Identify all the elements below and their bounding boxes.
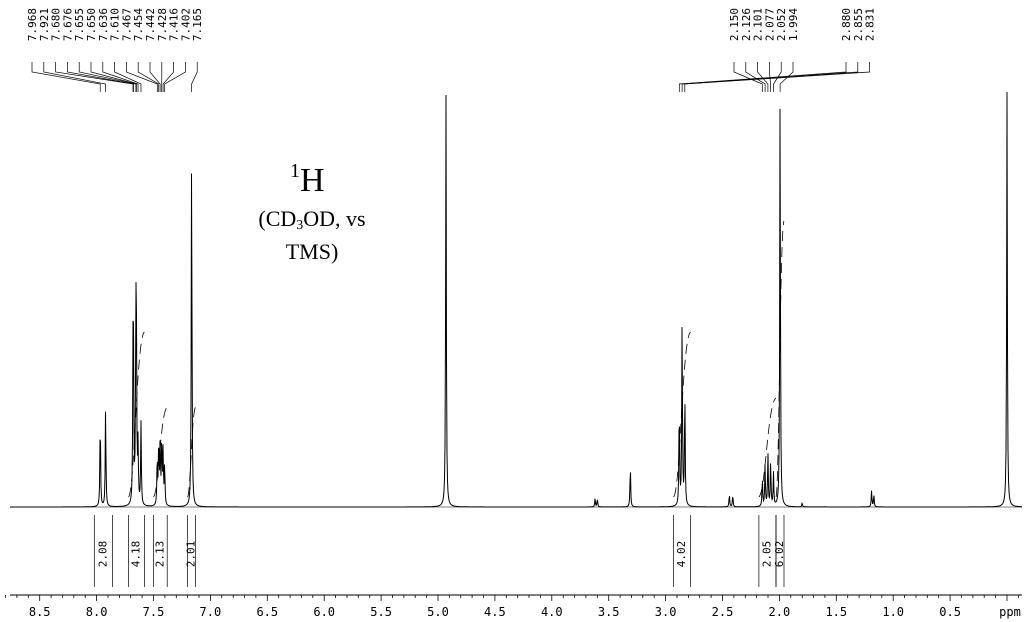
integral-curve (775, 220, 785, 498)
integral-value: 4.02 (675, 541, 688, 568)
spectrum-trace (10, 91, 1022, 508)
peak-label: 2.855 (852, 8, 865, 41)
peak-label: 7.676 (61, 8, 74, 41)
peak-label-leader (769, 62, 771, 92)
solvent-label: (CD3OD, vs TMS) (250, 206, 374, 265)
x-tick-label: 1.0 (882, 605, 904, 619)
peak-label: 7.428 (156, 8, 169, 41)
integral-curve (153, 406, 168, 498)
integral-bars: 2.08 4.18 2.13 2.01 4.02 2.05 6.02 (93, 515, 786, 587)
peak-label-leader (102, 62, 139, 92)
x-tick-label: 6.0 (313, 605, 335, 619)
x-tick-label: 2.5 (712, 605, 734, 619)
x-tick-label: 5.5 (370, 605, 392, 619)
x-tick-label: 7.0 (200, 605, 222, 619)
peak-label: 7.610 (109, 8, 122, 41)
peak-label-leader (149, 62, 161, 92)
peak-label-leader (55, 62, 134, 92)
peak-label-leader (114, 62, 142, 92)
x-axis-label: ppm (999, 605, 1021, 619)
nucleus-symbol: H (300, 162, 325, 199)
peak-label-leader (43, 62, 106, 92)
x-axis: 8.5 8.0 7.5 7.0 6.5 6.0 5.5 5.0 4.5 4.0 3.5 3.0 2.5 2… (5, 594, 1022, 619)
peak-label: 2.880 (840, 8, 853, 41)
integral-value: 6.02 (773, 541, 786, 568)
peak-label-leader (67, 62, 134, 92)
peak-label: 1.994 (787, 8, 800, 41)
solvent-part-3: TMS) (285, 239, 339, 264)
peak-label: 7.680 (50, 8, 63, 41)
peak-label: 7.416 (168, 8, 181, 41)
peak-label: 7.165 (191, 8, 204, 41)
x-tick-label: 5.0 (427, 605, 449, 619)
integral-value: 2.05 (761, 541, 774, 568)
integral-value: 2.01 (185, 541, 198, 568)
integral-curve (758, 397, 777, 498)
x-tick-label: 2.0 (769, 605, 791, 619)
peak-label-leader (733, 62, 763, 92)
x-tick-label: 8.0 (86, 605, 108, 619)
peak-label: 7.921 (38, 8, 51, 41)
x-tick-label: 1.5 (825, 605, 847, 619)
integral-value: 2.08 (96, 541, 109, 568)
peak-label: 7.968 (26, 8, 39, 41)
x-tick-label: 6.5 (256, 605, 278, 619)
peak-label: 2.077 (763, 8, 776, 41)
peak-label-group: 7.9687.9217.6807.6767.6557.6507.6367.610… (26, 8, 877, 92)
integral-curve (128, 331, 145, 498)
peak-label: 2.150 (728, 8, 741, 41)
peak-label-leader (745, 62, 766, 92)
peak-label: 2.831 (864, 8, 877, 41)
peak-label-leader (773, 62, 782, 92)
peak-label-leader (137, 62, 160, 92)
peak-label: 7.636 (97, 8, 110, 41)
x-tick-label: 7.5 (143, 605, 165, 619)
peak-label: 2.101 (752, 8, 765, 41)
peak-label: 7.442 (144, 8, 157, 41)
peak-label-leader (191, 62, 198, 92)
x-tick-label: 0.5 (939, 605, 961, 619)
integral-value: 2.13 (153, 541, 166, 568)
peak-label-leader (678, 62, 847, 92)
peak-label-leader (90, 62, 137, 92)
peak-label: 7.454 (132, 8, 145, 41)
nucleus-mass-number: 1 (290, 160, 300, 182)
peak-label: 2.126 (740, 8, 753, 41)
peak-label-leader (757, 62, 769, 92)
peak-label-leader (162, 62, 174, 92)
x-tick-label: 8.5 (29, 605, 51, 619)
peak-label-leader (779, 62, 794, 92)
x-tick-label: 3.0 (655, 605, 677, 619)
peak-label: 7.467 (120, 8, 133, 41)
peak-label-leader (31, 62, 101, 92)
integral-value: 4.18 (129, 541, 142, 568)
solvent-part-1: (CD (258, 206, 297, 231)
peak-label-leader (126, 62, 158, 92)
integral-curve (187, 406, 196, 498)
peak-label-leader (78, 62, 137, 92)
peak-label: 2.052 (775, 8, 788, 41)
solvent-part-2: OD, vs (303, 206, 366, 231)
x-tick-label: 3.5 (598, 605, 620, 619)
peak-label-leader (164, 62, 186, 92)
x-tick-label: 4.5 (484, 605, 506, 619)
x-tick-label: 4.0 (541, 605, 563, 619)
solvent-subscript: 3 (296, 218, 304, 233)
peak-label: 7.402 (179, 8, 192, 41)
peak-label: 7.655 (73, 8, 86, 41)
peak-label: 7.650 (85, 8, 98, 41)
